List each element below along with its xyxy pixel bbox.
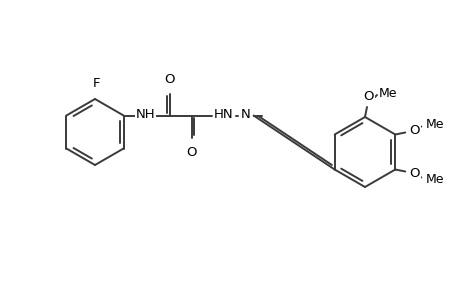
Text: Me: Me <box>378 86 397 100</box>
Text: O: O <box>409 167 419 180</box>
Text: Me: Me <box>425 173 443 186</box>
Text: O: O <box>186 146 196 158</box>
Text: Me: Me <box>425 118 443 131</box>
Text: HN: HN <box>213 108 233 121</box>
Text: F: F <box>93 77 101 90</box>
Text: N: N <box>240 108 250 121</box>
Text: O: O <box>164 73 174 85</box>
Text: O: O <box>409 124 419 137</box>
Text: O: O <box>363 90 374 103</box>
Text: NH: NH <box>135 108 155 121</box>
